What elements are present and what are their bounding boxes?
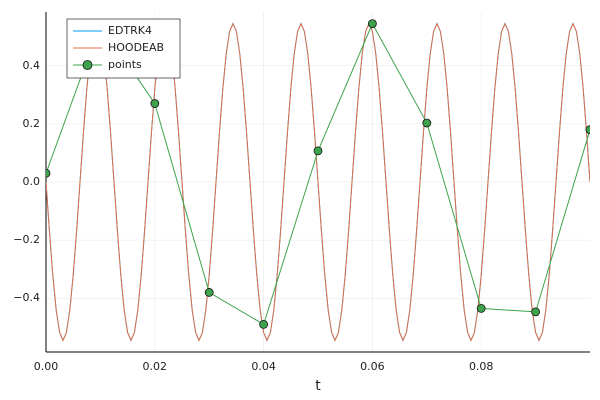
x-tick-label: 0.00 <box>34 360 59 373</box>
plot-area <box>46 19 590 342</box>
x-tick-label: 0.02 <box>143 360 168 373</box>
y-tick-label: 0.2 <box>23 117 41 130</box>
legend-label: HOODEAB <box>108 41 164 54</box>
data-point <box>204 288 214 297</box>
data-point <box>476 304 486 313</box>
data-point <box>150 99 160 108</box>
data-point <box>259 319 269 329</box>
legend: EDTRK4 HOODEAB points <box>66 18 181 79</box>
y-tick-label: 0.4 <box>23 59 41 72</box>
x-tick-label: 0.04 <box>251 360 276 373</box>
x-tick-label: 0.06 <box>360 360 385 373</box>
data-point <box>313 146 323 156</box>
y-tick-label: −0.4 <box>13 291 40 304</box>
y-tick-label: 0.0 <box>23 175 41 188</box>
x-axis-label: t <box>315 378 321 394</box>
x-tick-label: 0.08 <box>469 360 494 373</box>
legend-label: points <box>108 58 142 71</box>
data-point <box>422 118 432 128</box>
y-tick-label: −0.2 <box>13 233 40 246</box>
data-point <box>367 19 377 29</box>
data-point <box>46 168 51 178</box>
data-point <box>585 125 590 135</box>
legend-label: EDTRK4 <box>108 24 152 37</box>
data-point <box>531 307 540 317</box>
series-line <box>46 22 590 342</box>
legend-marker <box>82 60 93 70</box>
